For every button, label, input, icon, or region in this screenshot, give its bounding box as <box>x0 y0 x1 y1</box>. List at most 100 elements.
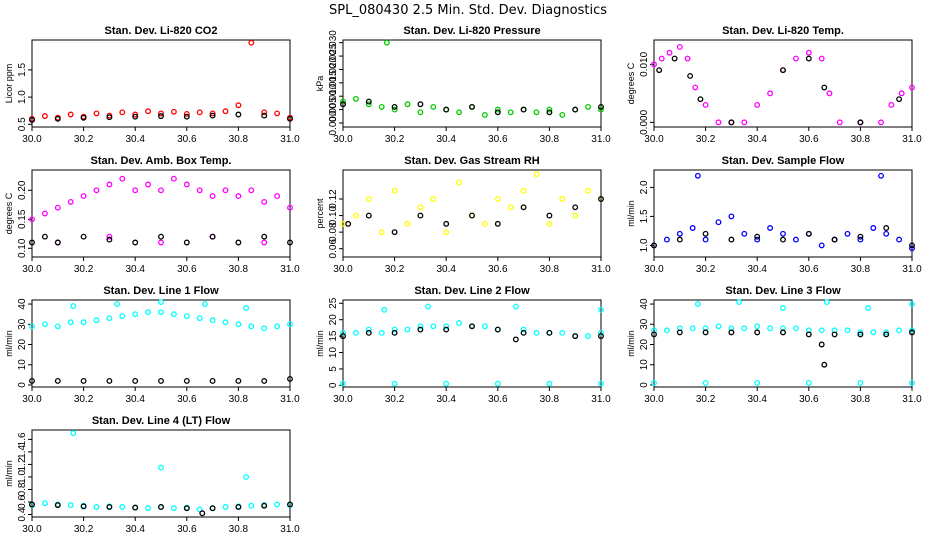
y-tick-label: 0.10 <box>328 205 339 225</box>
data-point-magenta <box>222 187 229 194</box>
y-axis-label: kPa <box>315 76 325 92</box>
data-point-cyan <box>546 380 553 387</box>
y-tick-label: 1.6 <box>17 432 28 446</box>
data-point-cyan <box>702 380 709 386</box>
data-point-black <box>818 341 825 348</box>
data-point-black <box>209 112 216 119</box>
x-tick-label: 30.2 <box>74 264 94 275</box>
x-tick-label: 31.0 <box>591 134 611 145</box>
data-point-black <box>209 377 216 384</box>
data-point-black <box>572 204 579 211</box>
plot-frame <box>31 169 291 258</box>
data-point-black <box>728 119 735 126</box>
data-point-cyan <box>67 502 74 509</box>
x-tick-label: 30.0 <box>644 394 664 405</box>
x-tick-label: 30.4 <box>125 394 145 405</box>
data-point-green <box>365 101 372 108</box>
data-point-black <box>287 501 293 508</box>
x-tick-label: 30.8 <box>540 264 560 275</box>
y-axis-label: ml/min <box>626 330 636 357</box>
data-point-cyan <box>896 327 903 334</box>
data-point-cyan <box>456 320 463 326</box>
data-point-black <box>598 196 604 202</box>
y-tick-label: 2.0 <box>639 180 650 194</box>
data-point-cyan <box>170 505 177 512</box>
y-tick-label: 0.000 <box>639 109 650 134</box>
x-tick-label: 30.4 <box>436 264 456 275</box>
data-point-black <box>235 111 242 118</box>
data-point-magenta <box>287 204 293 211</box>
data-point-blue <box>792 236 799 243</box>
data-point-magenta <box>792 55 799 62</box>
data-point-cyan <box>222 319 229 326</box>
y-tick-label: 0.005 <box>328 97 339 122</box>
x-tick-label: 30.0 <box>644 134 664 145</box>
data-point-black <box>391 103 398 110</box>
data-point-cyan <box>222 504 229 510</box>
panel-title: Stan. Dev. Line 4 (LT) Flow <box>92 415 231 427</box>
data-point-black <box>805 230 812 237</box>
plot-frame <box>31 299 291 388</box>
data-point-magenta <box>145 181 152 188</box>
y-tick-label: 0.20 <box>17 180 28 200</box>
data-point-magenta <box>248 187 255 194</box>
x-tick-label: 30.2 <box>696 264 716 275</box>
y-tick-label: 1.4 <box>17 445 28 459</box>
y-tick-label: 0.010 <box>328 83 339 108</box>
data-point-black <box>41 233 48 240</box>
data-point-magenta <box>898 90 905 97</box>
y-tick-label: 20 <box>17 339 28 351</box>
data-point-black <box>728 329 735 336</box>
data-point-cyan <box>585 333 592 340</box>
data-point-black <box>261 112 268 119</box>
data-point-cyan <box>715 323 722 330</box>
data-point-black <box>183 505 190 512</box>
data-point-black <box>546 212 553 219</box>
data-point-cyan <box>261 325 268 332</box>
data-point-cyan <box>736 299 743 305</box>
data-point-red <box>235 102 242 109</box>
data-point-black <box>572 333 579 340</box>
data-point-black <box>132 504 139 511</box>
x-tick-label: 30.2 <box>696 394 716 405</box>
plot-frame <box>653 39 913 128</box>
panel-3: Stan. Dev. Amb. Box Temp. 30.0 30.2 30.4 30.… <box>4 155 300 275</box>
data-point-cyan <box>520 326 527 333</box>
data-point-red <box>196 109 203 116</box>
data-point-black <box>780 67 786 74</box>
data-point-black <box>54 502 61 509</box>
x-tick-label: 30.8 <box>229 394 249 405</box>
panel-8: Stan. Dev. Line 3 Flow 30.0 30.2 30.4 30.6 30… <box>626 285 922 405</box>
panel-9: Stan. Dev. Line 4 (LT) Flow 30.0 30.2 30.4 3… <box>4 415 300 535</box>
y-tick-label: 20 <box>328 314 339 326</box>
data-point-blue <box>883 230 890 237</box>
data-point-black <box>857 119 864 126</box>
data-point-black <box>598 103 604 110</box>
data-point-black <box>821 84 828 91</box>
x-tick-label: 30.0 <box>333 264 353 275</box>
data-point-red <box>170 108 177 115</box>
data-point-green <box>585 103 592 110</box>
data-point-black <box>80 377 87 384</box>
data-point-cyan <box>340 380 346 387</box>
y-tick-label: 0.000 <box>328 110 339 135</box>
data-point-black <box>287 115 293 122</box>
data-point-cyan <box>823 299 830 305</box>
data-point-magenta <box>54 204 61 211</box>
panel-0: Stan. Dev. Li-820 CO2 30.0 30.2 30.4 30.6 30.… <box>4 25 300 145</box>
data-point-black <box>183 377 190 384</box>
data-point-magenta <box>692 84 699 91</box>
data-point-yellow <box>378 229 385 236</box>
y-axis-label: ml/min <box>315 330 325 357</box>
y-tick-label: 25 <box>328 297 339 309</box>
data-point-cyan <box>381 306 388 313</box>
data-point-black <box>345 220 352 227</box>
y-tick-label: 30 <box>639 318 650 330</box>
data-point-green <box>352 95 359 102</box>
data-point-magenta <box>767 90 774 97</box>
y-tick-label: 0.12 <box>328 189 339 209</box>
data-point-red <box>132 111 139 118</box>
data-point-red <box>145 108 152 115</box>
y-tick-label: 10 <box>639 359 650 371</box>
y-tick-label: 1.2 <box>17 457 28 471</box>
